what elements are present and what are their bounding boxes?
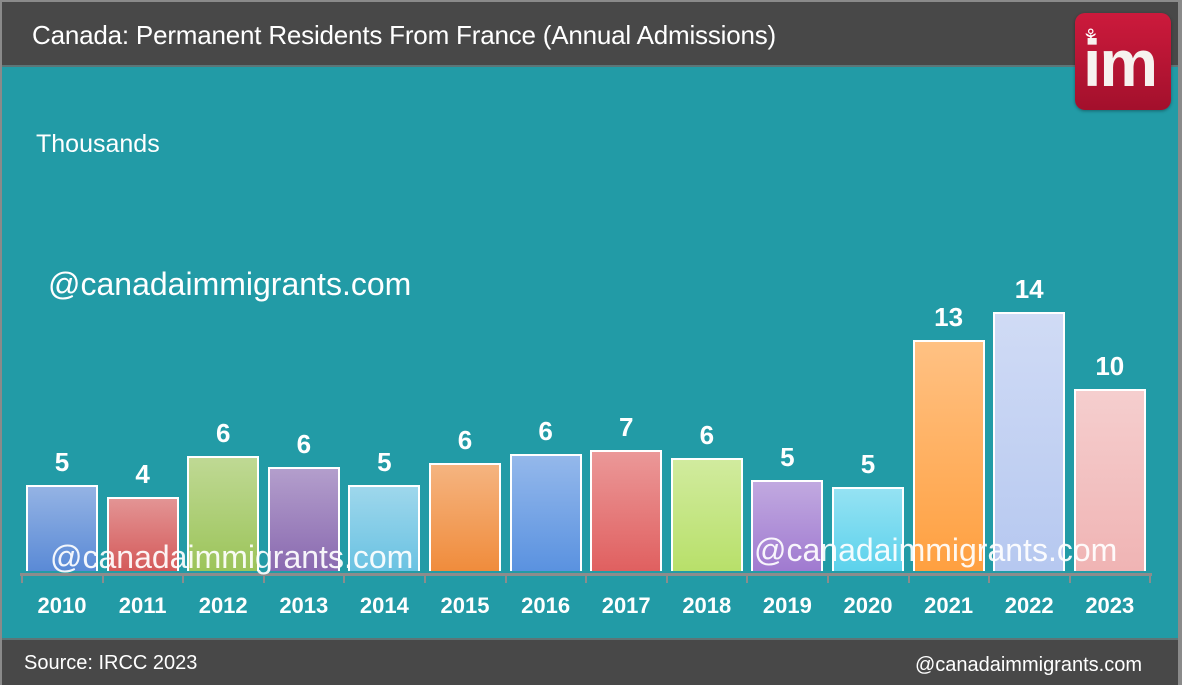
bar-2013 [267,466,340,571]
x-tick-label: 2018 [682,593,732,618]
x-tick [746,573,749,583]
x-tick-label: 2012 [198,593,248,618]
x-tick [101,573,104,583]
x-tick-label: 2015 [440,593,490,618]
bar-2023 [1073,388,1146,571]
data-label: 13 [934,302,964,333]
bar-2021 [912,340,985,571]
watermark: @canadaimmigrants.com [754,532,1118,568]
x-tick [988,573,991,583]
bar-2022 [993,312,1066,571]
bar-2019 [751,479,824,571]
watermark: @canadaimmigrants.com [50,539,414,575]
logo-text: im [1083,26,1158,100]
data-label: 5 [377,447,392,478]
x-tick-label: 2011 [118,593,167,618]
chart-title: Canada: Permanent Residents From France … [32,20,776,50]
x-tick-label: 2017 [601,593,651,618]
bar-2012 [187,455,260,571]
data-label: 6 [457,425,473,456]
data-label: 7 [618,412,634,443]
x-tick [907,573,910,583]
x-tick-label: 2023 [1085,593,1135,618]
x-tick-label: 2020 [843,593,893,618]
bar-2017 [590,450,663,571]
bar-2016 [509,453,582,571]
data-label: 5 [54,447,70,478]
x-tick-label: 2022 [1004,593,1054,618]
x-tick [665,573,668,583]
x-tick [1068,573,1071,583]
x-tick-label: 2014 [359,593,409,618]
data-label: 6 [215,417,231,448]
x-tick [182,573,185,583]
data-label: 6 [699,419,715,450]
x-tick-label: 2016 [521,593,571,618]
data-label: 5 [860,449,876,480]
x-tick-label: 2019 [762,593,812,618]
data-label: 6 [296,428,312,459]
x-tick-label: 2010 [37,593,87,618]
chart-header: Canada: Permanent Residents From France … [2,2,1178,67]
x-tick [827,573,829,583]
data-label: 14 [1014,274,1044,305]
x-tick [343,573,346,583]
chart-footer: Source: IRCC 2023 @canadaimmigrants.com [2,638,1178,685]
x-tick [424,573,426,583]
data-label: 4 [135,458,150,489]
bar-2011 [106,496,179,571]
maple-leaf-icon: ⚘ [1083,26,1099,45]
site-credit: @canadaimmigrants.com [914,654,1142,676]
x-tick-label: 2013 [279,593,329,618]
x-tick [262,573,265,583]
source-note: Source: IRCC 2023 [24,652,198,674]
x-tick [504,573,507,583]
brand-logo: ⚘ im [1075,13,1171,110]
bar-2020 [832,487,904,571]
x-tick-label: 2021 [924,593,974,618]
data-label: 6 [538,415,553,446]
bar-2018 [670,457,743,571]
bar-2014 [348,485,421,571]
data-label: 5 [780,441,795,472]
data-label: 10 [1095,350,1125,381]
x-tick [1149,573,1152,583]
watermark: @canadaimmigrants.com [48,266,412,302]
bar-2010 [26,485,98,571]
x-tick [585,573,588,583]
x-tick [21,573,23,583]
bar-2015 [429,463,501,571]
y-axis-units: Thousands [36,130,160,158]
